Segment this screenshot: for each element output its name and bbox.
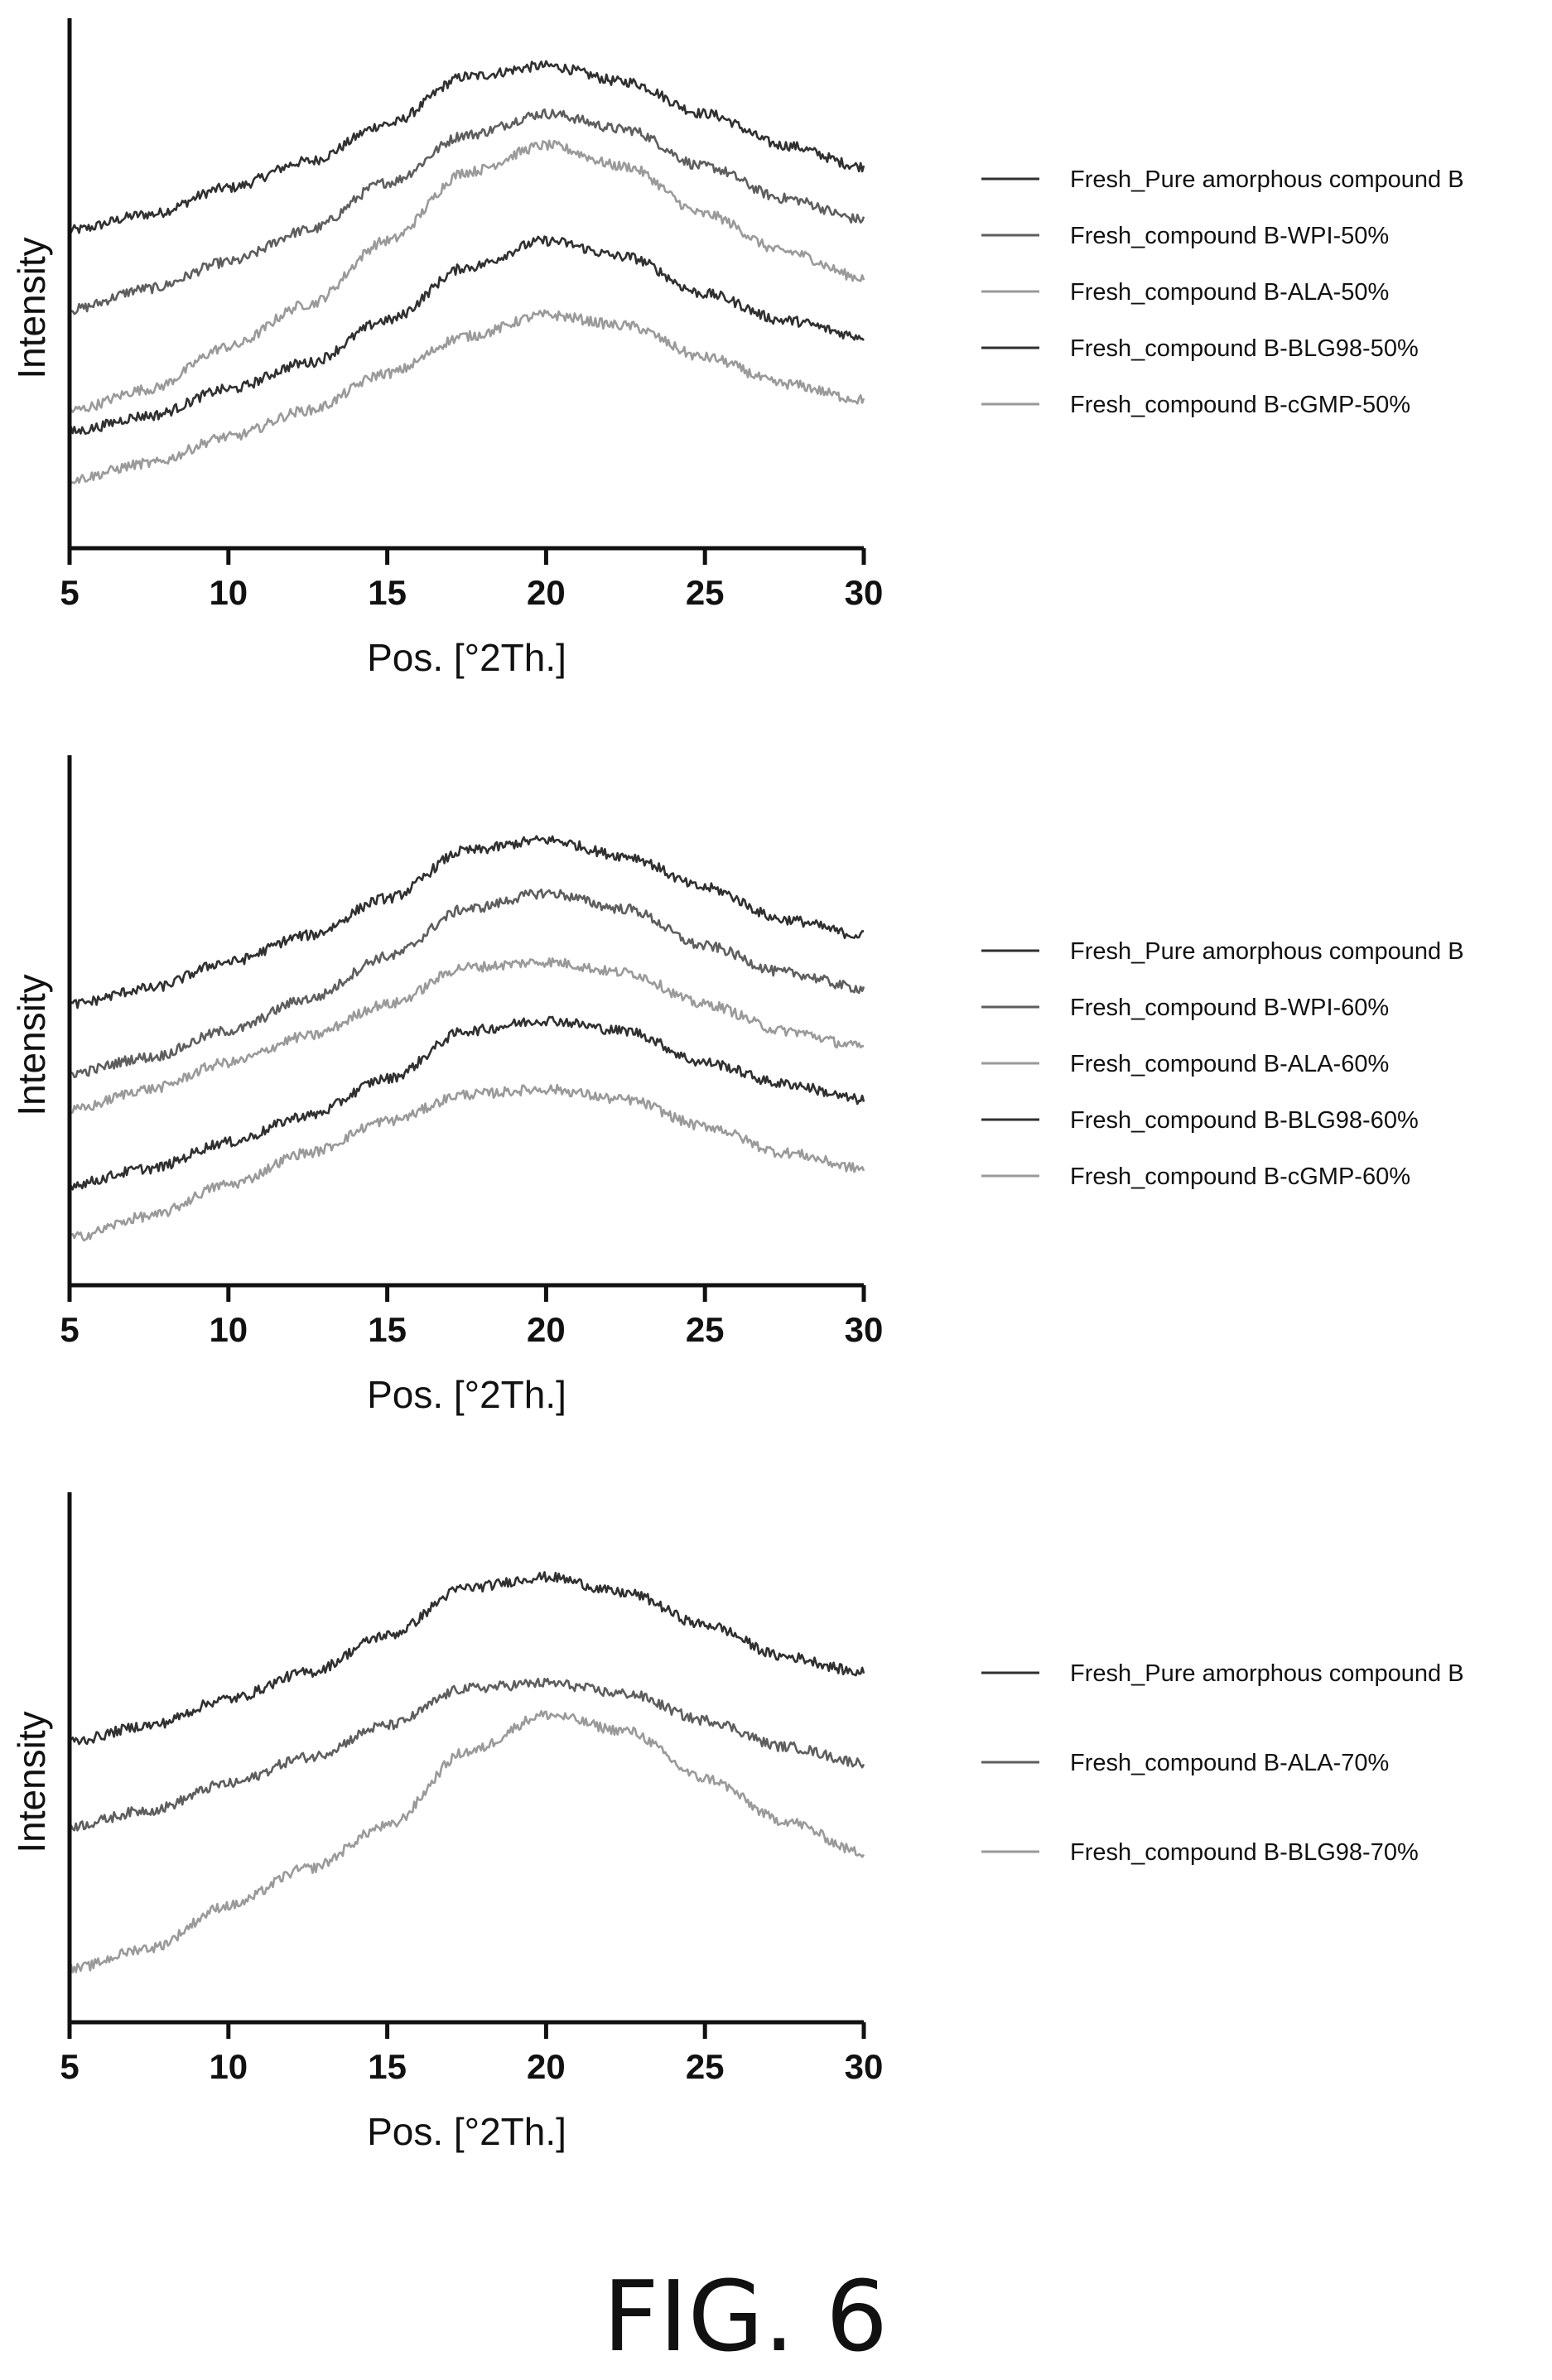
series-line: [68, 835, 865, 1009]
legend-label: Fresh_compound B-BLG98-70%: [1070, 1839, 1419, 1866]
legend-item: Fresh_compound B-cGMP-60%: [981, 1164, 1410, 1190]
legend-item: Fresh_compound B-cGMP-50%: [981, 392, 1410, 418]
x-tick-label: 30: [845, 573, 884, 612]
legend-label: Fresh_Pure amorphous compound B: [1070, 1660, 1464, 1687]
x-tick-label: 10: [209, 573, 248, 612]
legend-label: Fresh_compound B-BLG98-50%: [1070, 335, 1419, 362]
x-tick-label: 25: [686, 573, 725, 612]
legend-item: Fresh_compound B-BLG98-70%: [981, 1839, 1419, 1866]
legend-item: Fresh_Pure amorphous compound B: [981, 1660, 1464, 1687]
x-tick-label: 20: [527, 573, 566, 612]
series-line: [68, 309, 865, 484]
legend-item: Fresh_compound B-ALA-60%: [981, 1051, 1389, 1077]
legend-label: Fresh_compound B-ALA-50%: [1070, 279, 1389, 306]
x-tick-label: 5: [60, 2047, 79, 2086]
legend-item: Fresh_Pure amorphous compound B: [981, 166, 1464, 193]
legend-label: Fresh_compound B-WPI-50%: [1070, 223, 1389, 249]
series-line: [68, 1015, 865, 1191]
legend-label: Fresh_Pure amorphous compound B: [1070, 938, 1464, 965]
x-tick-label: 10: [209, 2047, 248, 2086]
xrd-chart-3: Fresh_Pure amorphous compound B Fresh_com…: [10, 1492, 1464, 2153]
x-tick-label: 10: [209, 1310, 248, 1349]
series-line: [68, 1710, 865, 1975]
x-axis-title: Pos. [°2Th.]: [367, 636, 566, 679]
series-line: [69, 957, 865, 1115]
legend-item: Fresh_compound B-ALA-70%: [981, 1750, 1389, 1776]
x-tick-label: 15: [368, 2047, 407, 2086]
xrd-chart-2: Fresh_Pure amorphous compound B Fresh_com…: [10, 755, 1464, 1416]
legend-item: Fresh_Pure amorphous compound B: [981, 938, 1464, 965]
xrd-chart-1: Fresh_Pure amorphous compound B Fresh_com…: [10, 18, 1464, 679]
legend-item: Fresh_compound B-BLG98-50%: [981, 335, 1419, 362]
legend-item: Fresh_compound B-WPI-50%: [981, 223, 1389, 249]
x-tick-label: 5: [60, 1310, 79, 1349]
x-tick-label: 20: [527, 2047, 566, 2086]
legend-label: Fresh_compound B-WPI-60%: [1070, 995, 1389, 1021]
legend-label: Fresh_Pure amorphous compound B: [1070, 166, 1464, 193]
x-tick-label: 5: [60, 573, 79, 612]
legend-item: Fresh_compound B-BLG98-60%: [981, 1107, 1419, 1134]
x-tick-label: 30: [845, 1310, 884, 1349]
series-line: [69, 139, 865, 413]
series-line: [68, 235, 865, 436]
legend-label: Fresh_compound B-cGMP-60%: [1070, 1164, 1410, 1190]
x-tick-label: 25: [686, 1310, 725, 1349]
series-line: [68, 1571, 865, 1746]
legend-label: Fresh_compound B-ALA-60%: [1070, 1051, 1389, 1077]
legend-item: Fresh_compound B-ALA-50%: [981, 279, 1389, 306]
series-line: [68, 1677, 865, 1832]
series-line: [68, 108, 865, 316]
legend-item: Fresh_compound B-WPI-60%: [981, 995, 1389, 1021]
legend-label: Fresh_compound B-ALA-70%: [1070, 1750, 1389, 1776]
x-tick-label: 20: [527, 1310, 566, 1349]
y-axis-title: Intensity: [10, 237, 53, 378]
legend-label: Fresh_compound B-cGMP-50%: [1070, 392, 1410, 418]
x-axis-title: Pos. [°2Th.]: [367, 2110, 566, 2153]
y-axis-title: Intensity: [10, 1711, 53, 1852]
x-axis-title: Pos. [°2Th.]: [367, 1373, 566, 1416]
x-tick-label: 30: [845, 2047, 884, 2086]
x-tick-label: 15: [368, 1310, 407, 1349]
x-tick-label: 15: [368, 573, 407, 612]
series-line: [68, 60, 865, 234]
series-line: [69, 888, 865, 1078]
x-tick-label: 25: [686, 2047, 725, 2086]
series-line: [68, 1083, 865, 1242]
legend-label: Fresh_compound B-BLG98-60%: [1070, 1107, 1419, 1134]
figure-label: FIG. 6: [603, 2259, 888, 2373]
y-axis-title: Intensity: [10, 974, 53, 1115]
